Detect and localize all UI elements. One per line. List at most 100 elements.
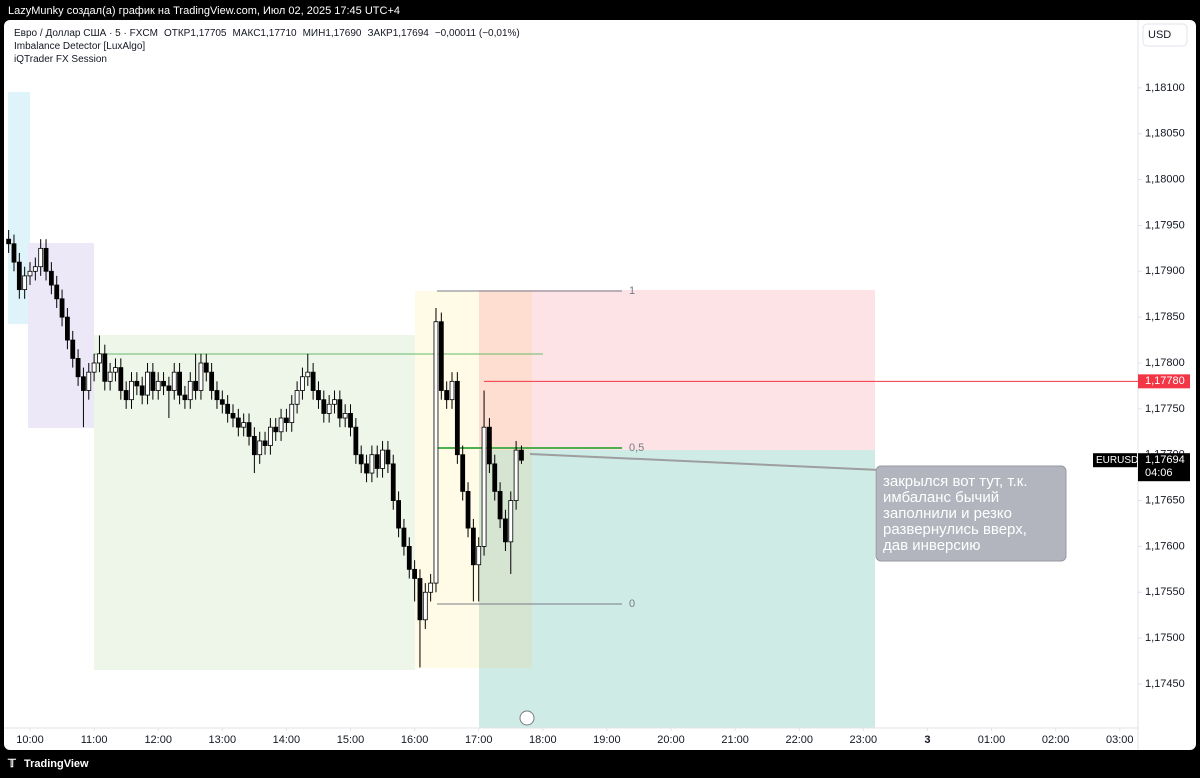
candle-body [187,380,193,401]
candle-body [428,582,434,593]
x-tick-label: 21:00 [721,734,749,746]
candle-body [465,490,471,529]
legend-row: Евро / Доллар США · 5 · FXCM ОТКР1,17705 М… [14,27,526,40]
candle-body [492,463,498,492]
candle-body [6,238,12,245]
candle-body [460,454,466,492]
brand-logo: 𝕋 [7,758,17,770]
y-tick-label: 1,17850 [1145,311,1185,323]
candle-body [508,500,514,543]
candle-body [374,454,380,469]
x-tick-label: 01:00 [978,734,1006,746]
x-tick-label: 17:00 [465,734,493,746]
candle-body [300,376,305,391]
candle-body [123,390,129,401]
candle-body [11,243,17,263]
candle-body [326,403,332,414]
candle-body [27,270,33,277]
y-tick-label: 1,17600 [1145,540,1185,552]
candle-body [139,385,145,396]
stop-zone [479,290,875,450]
candle-body [503,518,508,543]
candle-body [48,270,54,286]
candle-body [54,284,60,300]
callout-pointer [529,453,881,471]
candle-body [81,376,86,391]
candle-body [22,275,28,291]
candle-body [305,371,311,378]
x-tick-label: 11:00 [81,734,108,746]
symbol-label-bg [1093,453,1137,468]
last-price-bg [1138,453,1190,482]
x-tick-label: 3 [924,734,930,746]
candle-body [519,449,524,461]
x-tick-label: 20:00 [657,734,685,746]
candle-body [214,390,220,401]
x-tick-label: 02:00 [1042,734,1070,746]
candle-body [118,367,124,391]
callout-text: закрылся вот тут, т.к. [883,473,1028,490]
candle-body [380,449,385,469]
candles [6,230,524,668]
change: −0,00011 (−0,01%) [434,28,520,39]
candle-body [262,440,268,446]
candle-body [86,371,92,391]
candle-body [129,380,134,401]
candle-body [433,321,439,584]
candle-body [107,371,113,382]
candle-body [396,500,401,529]
candle-body [70,339,76,359]
callout [875,465,1067,562]
candle-body [16,261,22,291]
candle-body [145,371,150,396]
candle-body [513,449,519,501]
y-tick-label: 1,18050 [1145,128,1185,140]
candle-body [171,371,177,391]
price-line-label: 1,17780 [1145,375,1185,387]
candle-body [412,568,418,579]
candle-body [476,546,482,566]
x-tick-label: 03:00 [1106,734,1134,746]
x-tick-label: 13:00 [209,734,237,746]
indicator: Imbalance Detector [LuxAlgo] [14,41,146,52]
candle-body [161,380,166,387]
candle-body [43,247,49,272]
x-tick-label: 18:00 [529,734,557,746]
x-tick-label: 15:00 [337,734,365,746]
y-tick-label: 1,17800 [1145,357,1185,369]
ohlc: ЗАКР1,17694 [367,28,429,39]
candle-body [65,316,70,341]
candle-body [385,449,391,465]
session-zone [28,243,94,428]
candle-body [166,385,172,391]
candle-body [487,426,492,465]
candle-body [422,591,428,621]
candle-body [332,399,337,405]
candle-body [289,403,295,424]
candle-body [193,380,199,391]
candle-body [481,426,487,547]
ohlc: МАКС1,17710 [232,28,297,39]
currency-button[interactable] [1142,23,1188,47]
candle-body [150,371,156,391]
ohlc: МИН1,17690 [302,28,362,39]
candle-body [209,371,215,391]
indicator: iQTrader FX Session [14,54,107,65]
candle-body [97,353,102,364]
fib-label: 0,5 [629,442,644,454]
candle-body [75,358,81,378]
y-tick-label: 1,17500 [1145,632,1185,644]
candle-body [32,266,38,272]
candle-body [267,426,273,446]
candle-body [230,413,236,419]
candle-body [438,321,444,391]
y-tick-label: 1,17750 [1145,403,1185,415]
callout-text: имбаланс бычий [883,489,999,506]
y-tick-label: 1,17900 [1145,265,1185,277]
legend: Евро / Доллар США · 5 · FXCM ОТКР1,17705 М… [14,27,526,66]
last-price-label: 1,17694 [1145,454,1185,466]
x-tick-label: 12:00 [144,734,172,746]
session-zone [479,291,532,668]
alert-icon[interactable] [519,710,535,726]
